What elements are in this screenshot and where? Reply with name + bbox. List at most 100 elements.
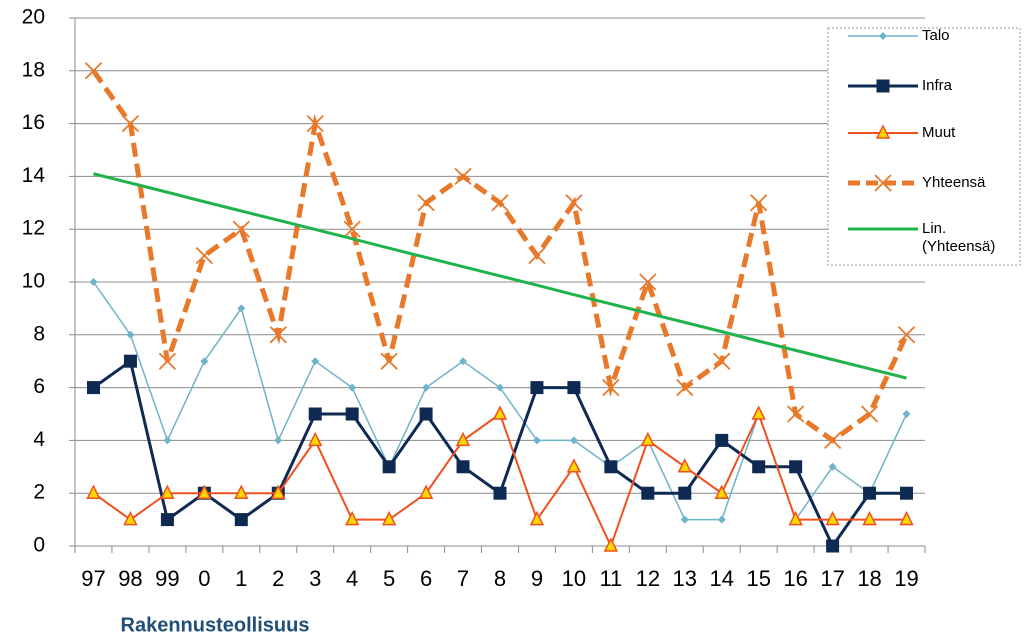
data-point bbox=[752, 460, 766, 474]
data-point bbox=[454, 167, 472, 186]
data-point bbox=[422, 383, 431, 392]
data-point bbox=[271, 484, 286, 499]
data-point bbox=[348, 383, 357, 392]
data-point bbox=[713, 352, 731, 370]
data-point bbox=[158, 352, 177, 370]
x-tick-label: 13 bbox=[673, 566, 697, 591]
x-tick-label: 5 bbox=[383, 566, 395, 591]
x-tick-label: 17 bbox=[820, 566, 844, 591]
data-point bbox=[417, 194, 435, 212]
data-point bbox=[123, 510, 138, 526]
data-point bbox=[787, 405, 805, 423]
data-point bbox=[200, 357, 209, 366]
legend-marker bbox=[876, 79, 890, 93]
data-point bbox=[160, 513, 174, 527]
x-axis-title: Rakennusteollisuus bbox=[121, 614, 310, 636]
legend-label: Muut bbox=[922, 124, 956, 141]
data-point bbox=[306, 114, 324, 133]
data-point bbox=[344, 510, 360, 526]
y-tick-label: 10 bbox=[22, 270, 45, 293]
data-point bbox=[529, 510, 545, 526]
data-point bbox=[567, 381, 581, 395]
x-tick-label: 11 bbox=[599, 566, 622, 591]
data-point bbox=[345, 407, 359, 421]
data-point bbox=[459, 357, 468, 366]
data-point bbox=[89, 278, 98, 286]
data-point bbox=[862, 510, 877, 526]
data-point bbox=[640, 431, 656, 447]
data-point bbox=[826, 539, 840, 553]
data-point bbox=[311, 357, 320, 366]
data-point bbox=[532, 436, 541, 445]
x-tick-label: 9 bbox=[531, 566, 543, 591]
data-point bbox=[566, 458, 582, 473]
data-point bbox=[639, 273, 657, 291]
data-point bbox=[900, 486, 914, 500]
x-tick-label: 6 bbox=[420, 566, 432, 591]
y-tick-label: 8 bbox=[33, 322, 45, 345]
data-point bbox=[343, 220, 361, 238]
data-point bbox=[237, 304, 246, 313]
x-tick-label: 99 bbox=[155, 566, 179, 591]
legend-label: Talo bbox=[922, 27, 950, 44]
data-point bbox=[126, 330, 135, 339]
data-point bbox=[863, 486, 877, 500]
data-point bbox=[677, 458, 692, 473]
data-point bbox=[528, 246, 546, 265]
data-point bbox=[751, 405, 766, 420]
data-point bbox=[565, 194, 583, 212]
data-point bbox=[897, 326, 916, 344]
data-point bbox=[86, 484, 101, 499]
data-point bbox=[676, 378, 694, 397]
x-tick-label: 97 bbox=[81, 566, 105, 591]
legend-marker bbox=[875, 124, 891, 139]
data-point bbox=[455, 431, 471, 447]
x-tick-label: 2 bbox=[272, 566, 284, 591]
data-point bbox=[902, 410, 911, 418]
data-point bbox=[491, 194, 509, 212]
data-point bbox=[641, 486, 655, 500]
data-point bbox=[195, 246, 213, 265]
data-point bbox=[197, 484, 212, 499]
data-point bbox=[380, 352, 398, 370]
data-point bbox=[825, 510, 840, 526]
trend-line bbox=[93, 172, 907, 380]
data-point bbox=[828, 462, 837, 471]
x-tick-label: 12 bbox=[636, 566, 660, 591]
data-point bbox=[274, 436, 283, 445]
legend-box bbox=[827, 27, 1021, 266]
data-point bbox=[717, 515, 726, 524]
data-point bbox=[234, 513, 248, 527]
data-point bbox=[496, 383, 504, 392]
data-point bbox=[860, 405, 879, 423]
data-point bbox=[269, 326, 287, 344]
x-tick-label: 18 bbox=[857, 566, 881, 591]
data-point bbox=[492, 405, 508, 420]
data-point bbox=[308, 407, 322, 421]
data-point bbox=[418, 484, 434, 499]
x-tick-label: 1 bbox=[235, 566, 247, 591]
y-tick-label: 0 bbox=[33, 534, 45, 557]
data-point bbox=[823, 431, 842, 450]
data-point bbox=[569, 436, 578, 445]
x-tick-label: 7 bbox=[457, 566, 469, 591]
legend-marker bbox=[874, 174, 892, 192]
x-tick-label: 19 bbox=[894, 566, 918, 591]
x-tick-label: 8 bbox=[494, 566, 506, 591]
data-point bbox=[163, 436, 172, 445]
y-tick-label: 12 bbox=[22, 217, 45, 240]
data-point bbox=[604, 460, 618, 474]
data-point bbox=[678, 486, 692, 500]
legend-label: Lin. (Yhteensä) bbox=[922, 220, 996, 255]
x-tick-label: 3 bbox=[309, 566, 321, 591]
x-tick-label: 10 bbox=[562, 566, 586, 591]
x-tick-label: 0 bbox=[198, 566, 210, 591]
data-point bbox=[419, 407, 433, 421]
data-point bbox=[789, 460, 803, 474]
data-point bbox=[530, 381, 544, 395]
data-point bbox=[308, 431, 323, 447]
data-point bbox=[121, 114, 140, 133]
data-point bbox=[123, 354, 137, 368]
